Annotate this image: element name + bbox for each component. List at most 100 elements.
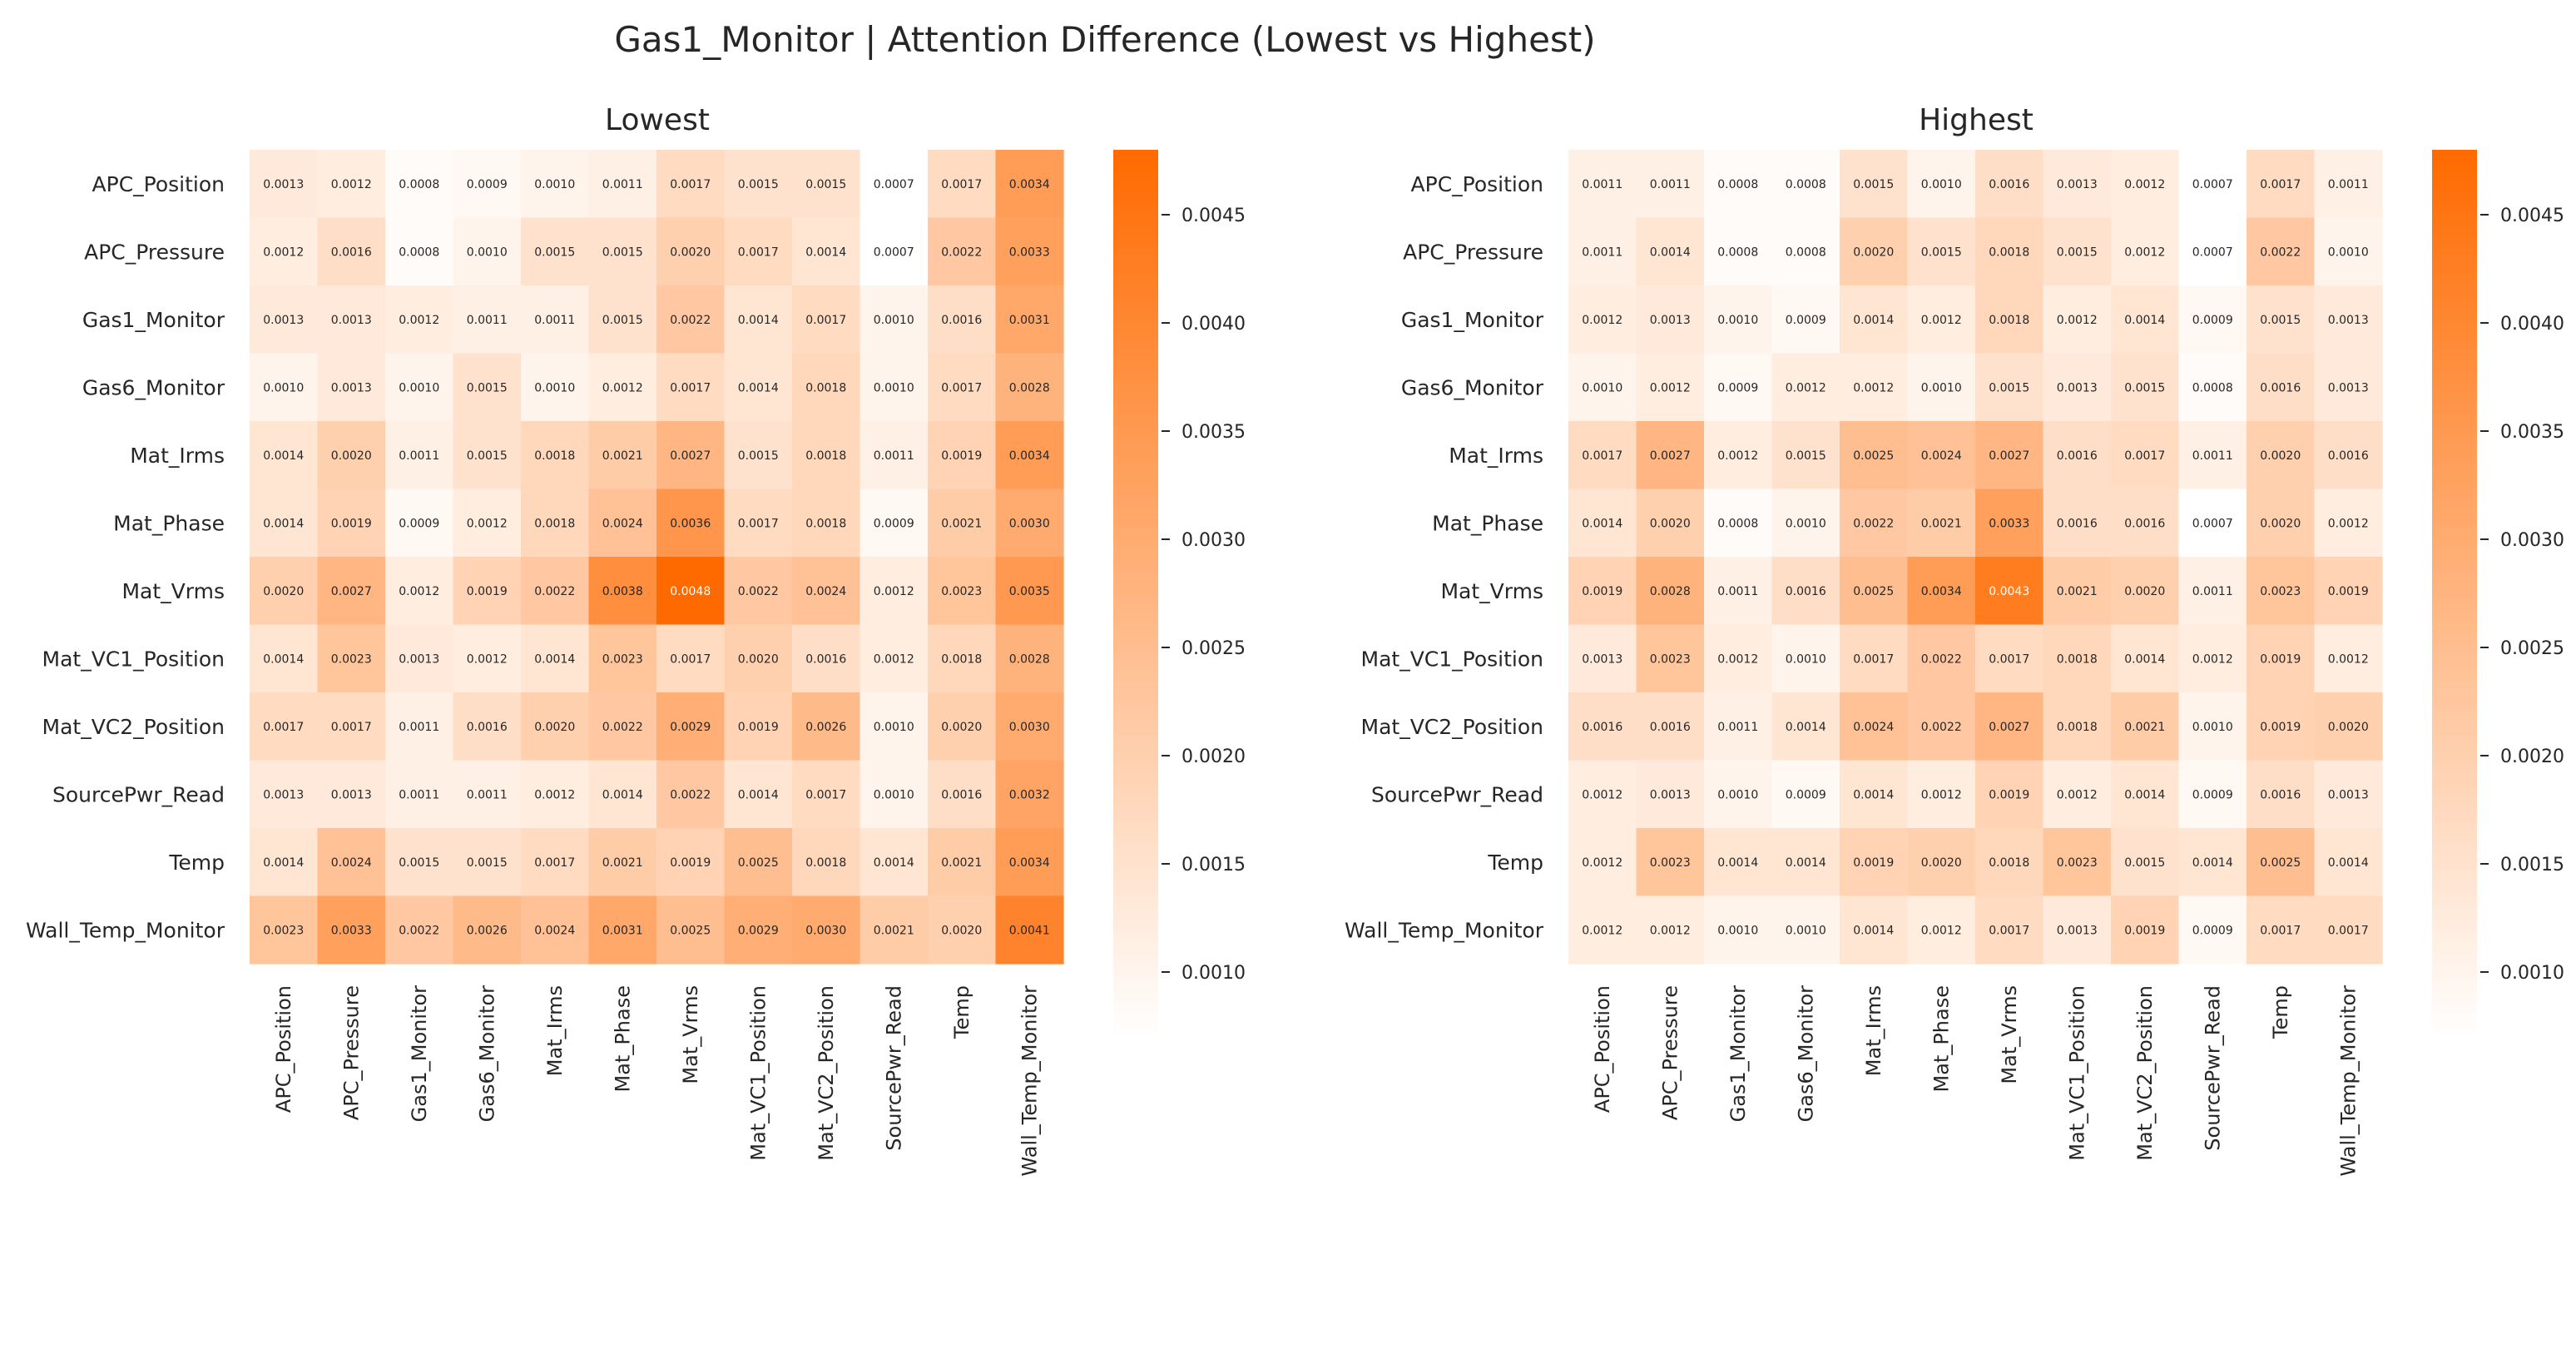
heatmap-cell bbox=[250, 489, 319, 558]
heatmap-cell bbox=[521, 489, 590, 558]
cell-value-label: 0.0016 bbox=[1650, 721, 1691, 734]
cell-value-label: 0.0010 bbox=[1582, 381, 1622, 394]
heatmap-cell bbox=[2178, 353, 2247, 422]
heatmap-cell bbox=[1907, 489, 1976, 558]
heatmap-cell bbox=[1704, 150, 1773, 219]
cell-value-label: 0.0019 bbox=[1853, 856, 1894, 870]
heatmap-cell bbox=[995, 760, 1064, 829]
cell-value-label: 0.0022 bbox=[2260, 246, 2301, 259]
colorbar-tick-label: 0.0045 bbox=[1181, 206, 1246, 226]
heatmap-cell bbox=[250, 895, 319, 965]
cell-value-label: 0.0016 bbox=[2260, 381, 2301, 394]
cell-value-label: 0.0010 bbox=[1717, 314, 1758, 327]
cell-value-label: 0.0018 bbox=[1989, 246, 2029, 259]
heatmap-cell bbox=[859, 624, 929, 693]
cell-value-label: 0.0017 bbox=[1989, 652, 2029, 666]
heatmap-panel-lowest: Lowest 0.0013 0.0012 0.0008 0.0009 0.0010 0.00… bbox=[26, 103, 1246, 1176]
heatmap-cell bbox=[250, 828, 319, 897]
cell-value-label: 0.0014 bbox=[1786, 856, 1826, 870]
heatmap-cell bbox=[928, 895, 997, 965]
heatmap-cell bbox=[2314, 489, 2383, 558]
row-label-gas6-monitor: Gas6_Monitor bbox=[1401, 375, 1544, 399]
cell-value-label: 0.0008 bbox=[1786, 178, 1826, 191]
row-label-mat-phase: Mat_Phase bbox=[113, 511, 225, 535]
cell-value-label: 0.0016 bbox=[2260, 788, 2301, 801]
cell-value-label: 0.0014 bbox=[1853, 924, 1894, 937]
heatmap-cell bbox=[2043, 557, 2112, 626]
heatmap-cell bbox=[2314, 828, 2383, 897]
heatmap-cell bbox=[1568, 421, 1637, 490]
col-label-sourcepwr-read: SourcePwr_Read bbox=[882, 985, 905, 1151]
heatmap-cell bbox=[1771, 421, 1840, 490]
cell-value-label: 0.0029 bbox=[670, 721, 711, 734]
heatmap-cell bbox=[2111, 353, 2180, 422]
heatmap-cell bbox=[724, 353, 793, 422]
heatmap-cell bbox=[995, 285, 1064, 355]
cell-value-label: 0.0011 bbox=[1717, 721, 1758, 734]
heatmap-cell bbox=[588, 557, 657, 626]
cell-value-label: 0.0017 bbox=[738, 517, 779, 530]
colorbar-tick-label: 0.0020 bbox=[1181, 746, 1246, 767]
cell-value-label: 0.0013 bbox=[331, 788, 372, 801]
row-label-apc-pressure: APC_Pressure bbox=[84, 240, 225, 264]
heatmap-cell bbox=[792, 624, 861, 693]
heatmap-cell bbox=[724, 692, 793, 761]
cell-value-label: 0.0015 bbox=[2124, 856, 2165, 870]
row-label-apc-pressure: APC_Pressure bbox=[1403, 240, 1543, 264]
cell-value-label: 0.0012 bbox=[263, 246, 304, 259]
heatmap-cell bbox=[1975, 285, 2044, 355]
cell-value-label: 0.0035 bbox=[1009, 585, 1050, 598]
cell-value-label: 0.0012 bbox=[331, 178, 372, 191]
heatmap-cell bbox=[521, 150, 590, 219]
cell-value-label: 0.0009 bbox=[1786, 314, 1826, 327]
cell-value-label: 0.0007 bbox=[874, 178, 914, 191]
heatmap-cell bbox=[2314, 692, 2383, 761]
cell-value-label: 0.0022 bbox=[1921, 721, 1962, 734]
cell-value-label: 0.0018 bbox=[941, 652, 982, 666]
heatmap-cell bbox=[656, 624, 726, 693]
heatmap-cell bbox=[1771, 353, 1840, 422]
heatmap-cell bbox=[385, 217, 454, 286]
heatmap-cell bbox=[250, 624, 319, 693]
heatmap-cell bbox=[317, 624, 386, 693]
cell-value-label: 0.0017 bbox=[1853, 652, 1894, 666]
row-label-gas1-monitor: Gas1_Monitor bbox=[1401, 308, 1544, 332]
heatmap-cell bbox=[792, 895, 861, 965]
cell-value-label: 0.0011 bbox=[1582, 246, 1622, 259]
heatmap-cell bbox=[1907, 217, 1976, 286]
cell-value-label: 0.0016 bbox=[2328, 449, 2369, 463]
heatmap-cell bbox=[995, 353, 1064, 422]
heatmap-cell bbox=[588, 421, 657, 490]
heatmap-cell bbox=[250, 421, 319, 490]
cell-value-label: 0.0020 bbox=[1650, 517, 1691, 530]
cell-value-label: 0.0025 bbox=[1853, 449, 1894, 463]
heatmap-cell bbox=[1975, 489, 2044, 558]
heatmap-cell bbox=[1568, 353, 1637, 422]
heatmap-cell bbox=[2043, 217, 2112, 286]
heatmap-cell bbox=[1907, 828, 1976, 897]
cell-value-label: 0.0009 bbox=[1786, 788, 1826, 801]
cell-value-label: 0.0013 bbox=[2328, 788, 2369, 801]
heatmap-cell bbox=[2111, 828, 2180, 897]
heatmap-cell bbox=[588, 285, 657, 355]
heatmap-cell bbox=[792, 828, 861, 897]
heatmap-cell bbox=[521, 557, 590, 626]
heatmap-cell bbox=[656, 557, 726, 626]
cell-value-label: 0.0018 bbox=[805, 449, 846, 463]
cell-value-label: 0.0020 bbox=[2328, 721, 2369, 734]
heatmap-cell bbox=[250, 217, 319, 286]
cell-value-label: 0.0013 bbox=[263, 178, 304, 191]
heatmap-cell bbox=[656, 760, 726, 829]
heatmap-cell bbox=[2043, 285, 2112, 355]
heatmap-cell bbox=[792, 150, 861, 219]
heatmap-cell bbox=[521, 421, 590, 490]
heatmap-cell bbox=[2247, 489, 2316, 558]
cell-value-label: 0.0034 bbox=[1009, 178, 1050, 191]
row-label-mat-irms: Mat_Irms bbox=[1449, 444, 1543, 468]
heatmap-cell bbox=[2178, 624, 2247, 693]
heatmap-cell bbox=[1771, 895, 1840, 965]
cell-value-label: 0.0013 bbox=[2328, 381, 2369, 394]
cell-value-label: 0.0012 bbox=[1650, 381, 1691, 394]
heatmap-cell bbox=[1636, 285, 1705, 355]
cell-value-label: 0.0015 bbox=[467, 856, 508, 870]
